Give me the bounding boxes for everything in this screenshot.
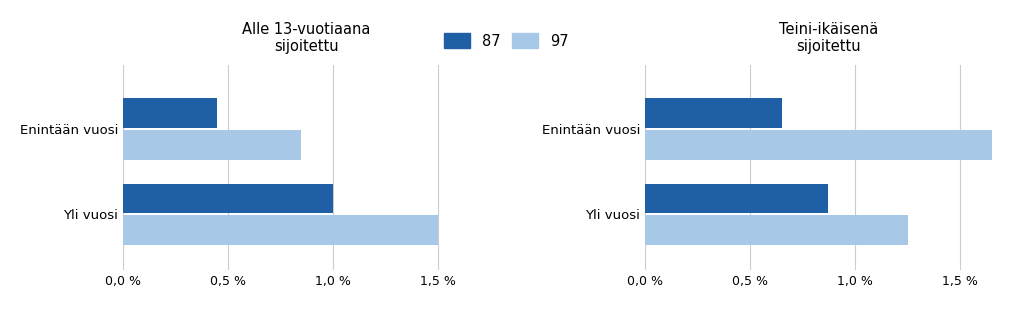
Bar <box>644 130 991 160</box>
Legend: 87, 97: 87, 97 <box>444 33 569 49</box>
Bar <box>123 98 217 128</box>
Bar <box>123 215 438 245</box>
Title: Teini-ikäisenä
sijoitettu: Teini-ikäisenä sijoitettu <box>780 22 879 54</box>
Title: Alle 13-vuotiaana
sijoitettu: Alle 13-vuotiaana sijoitettu <box>242 22 370 54</box>
Bar <box>644 184 828 214</box>
Bar <box>644 98 782 128</box>
Bar <box>644 215 907 245</box>
Bar <box>123 184 332 214</box>
Bar <box>123 130 302 160</box>
